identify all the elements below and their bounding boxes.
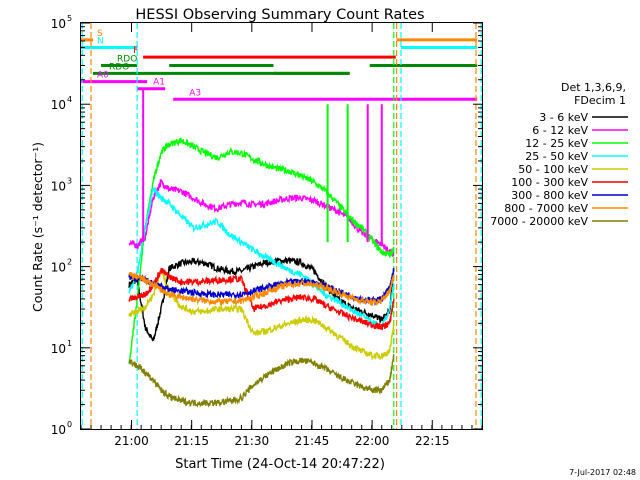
series-line-8 bbox=[128, 354, 395, 408]
flag-label-3: RDO bbox=[117, 54, 137, 64]
y-tick-exp-1: 1 bbox=[67, 339, 72, 348]
legend-label-1: 6 - 12 keV bbox=[532, 124, 588, 137]
legend-label-4: 50 - 100 keV bbox=[518, 163, 588, 176]
x-tick-label-5: 22:15 bbox=[415, 434, 450, 448]
x-axis-ticks: 21:00 21:15 21:30 21:45 22:00 22:15 bbox=[80, 23, 483, 448]
y-axis-label: Count Rate (s⁻¹ detector⁻¹) bbox=[30, 142, 45, 312]
footer-date-stamp: 7-Jul-2017 02:48 bbox=[569, 468, 636, 477]
x-tick-label-0: 21:00 bbox=[114, 434, 149, 448]
series-line-5 bbox=[128, 267, 395, 331]
y-tick-exp-2: 2 bbox=[67, 258, 72, 267]
x-tick-label-4: 22:00 bbox=[355, 434, 390, 448]
plot-frame bbox=[80, 22, 483, 430]
flag-label-4: RDO bbox=[109, 62, 129, 72]
legend-label-8: 7000 - 20000 keV bbox=[490, 215, 588, 228]
y-tick-label-4: 10 bbox=[51, 98, 66, 112]
x-tick-label-3: 21:45 bbox=[295, 434, 330, 448]
flag-label-7: A3 bbox=[189, 88, 201, 98]
y-tick-label-1: 10 bbox=[51, 342, 66, 356]
y-tick-exp-0: 0 bbox=[67, 420, 72, 429]
series-line-3 bbox=[128, 186, 395, 330]
y-tick-label-3: 10 bbox=[51, 179, 66, 193]
mode-change-lines bbox=[81, 23, 482, 429]
flag-label-5: A0 bbox=[97, 71, 109, 81]
x-tick-label-1: 21:15 bbox=[174, 434, 209, 448]
y-tick-exp-5: 5 bbox=[67, 14, 72, 23]
series-line-2 bbox=[128, 137, 395, 364]
series-line-4 bbox=[128, 269, 395, 361]
y-tick-exp-3: 3 bbox=[67, 176, 72, 185]
flag-label-1: N bbox=[97, 36, 104, 46]
series-line-7 bbox=[128, 271, 395, 307]
chart-title: HESSI Observing Summary Count Rates bbox=[135, 7, 424, 23]
legend-label-2: 12 - 25 keV bbox=[525, 137, 588, 150]
legend-header-line2: FDecim 1 bbox=[574, 94, 626, 107]
x-axis-label: Start Time (24-Oct-14 20:47:22) bbox=[175, 457, 385, 472]
legend-header-line1: Det 1,3,6,9, bbox=[561, 81, 626, 94]
spikes bbox=[142, 89, 383, 243]
legend-label-3: 25 - 50 keV bbox=[525, 150, 588, 163]
y-tick-label-2: 10 bbox=[51, 261, 66, 275]
series-lines bbox=[128, 137, 395, 408]
legend-label-5: 100 - 300 keV bbox=[511, 176, 588, 189]
flag-label-2: F bbox=[133, 46, 138, 56]
legend-label-6: 300 - 800 keV bbox=[511, 189, 588, 202]
y-tick-label-5: 10 bbox=[51, 17, 66, 31]
series-line-1 bbox=[128, 178, 395, 257]
y-tick-label-0: 10 bbox=[51, 423, 66, 437]
flag-label-0: S bbox=[97, 29, 103, 39]
legend-label-0: 3 - 6 keV bbox=[539, 111, 588, 124]
series-line-0 bbox=[128, 256, 395, 342]
legend-label-7: 800 - 7000 keV bbox=[504, 202, 588, 215]
y-tick-exp-4: 4 bbox=[67, 95, 72, 104]
x-tick-label-2: 21:30 bbox=[235, 434, 270, 448]
flag-label-6: A1 bbox=[153, 78, 165, 88]
